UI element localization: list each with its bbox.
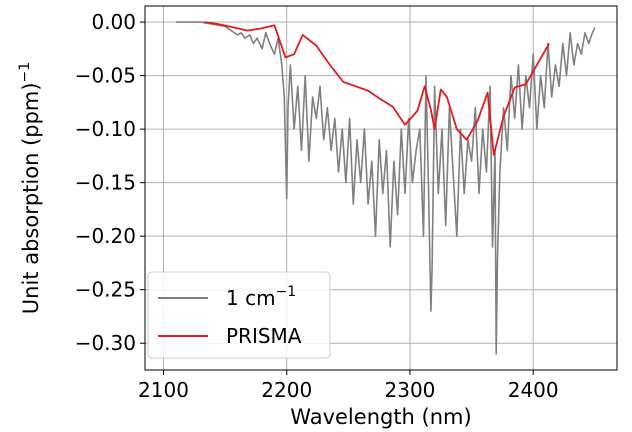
series-1-cm-line [175,21,596,355]
legend: 1 cm−1 PRISMA [147,271,331,359]
x-tick-label: 2100 [138,378,189,402]
y-axis-label-sup: −1 [17,62,33,83]
legend-label-prisma: PRISMA [226,324,302,348]
legend-label-1-cm-main: 1 cm [226,286,276,310]
x-axis-label: Wavelength (nm) [290,405,471,429]
y-tick-label: −0.10 [75,117,136,141]
plot-frame [144,5,618,371]
y-tick-label: −0.15 [75,171,136,195]
y-axis-label: Unit absorption (ppm)−1 [17,62,43,314]
legend-label-1-cm: 1 cm−1 [226,284,296,310]
series-prisma-line [204,21,550,156]
y-tick-label: −0.30 [75,331,136,355]
y-tick-label: −0.25 [75,278,136,302]
series-layer [175,21,596,355]
y-tick-label: 0.00 [91,10,136,34]
x-tick-label: 2400 [508,378,559,402]
y-tick-label: −0.20 [75,224,136,248]
x-tick-label: 2200 [261,378,312,402]
ticks: 2100 2200 2300 2400 0.00 −0.05 −0.10 −0.15 −0.20… [75,10,559,402]
y-axis-label-main: Unit absorption (ppm) [19,82,43,314]
y-tick-label: −0.05 [75,64,136,88]
x-tick-label: 2300 [385,378,436,402]
legend-label-1-cm-sup: −1 [276,284,297,300]
